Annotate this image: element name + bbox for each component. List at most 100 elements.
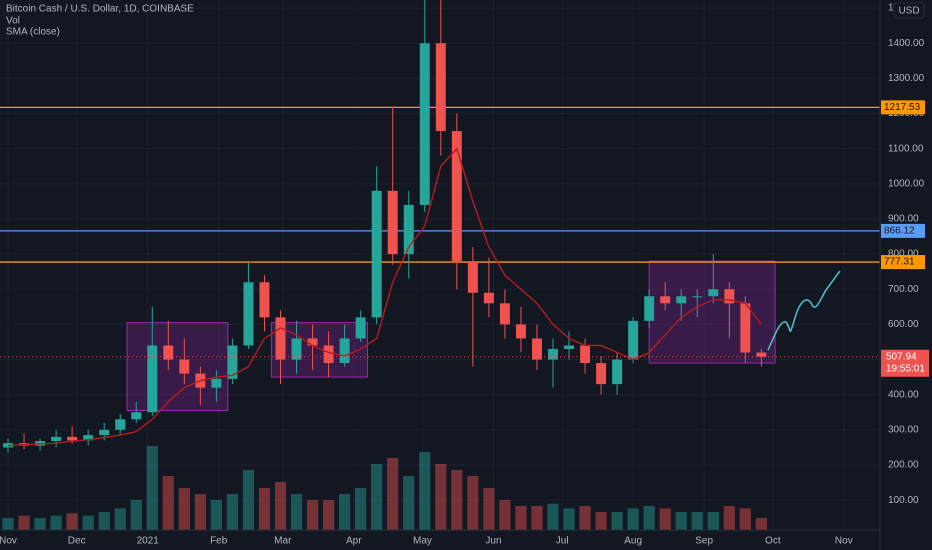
volume-bar <box>178 488 190 530</box>
volume-bar <box>66 513 78 530</box>
x-tick-label: May <box>413 536 432 547</box>
y-tick-label: 900.00 <box>888 214 919 225</box>
y-tick-label: 400.00 <box>888 389 919 400</box>
currency-button-label[interactable]: USD <box>898 6 919 17</box>
candle-body <box>51 436 62 442</box>
y-tick-label: 700.00 <box>888 284 919 295</box>
volume-bar <box>499 500 511 530</box>
volume-bar <box>563 508 575 530</box>
volume-bar <box>339 494 351 530</box>
level-label: 1217.53 <box>884 102 921 113</box>
volume-bar <box>483 488 495 530</box>
candle-body <box>515 324 526 339</box>
currency-button[interactable] <box>893 2 925 19</box>
volume-bar <box>403 476 415 530</box>
volume-bar <box>130 500 142 530</box>
x-tick-label: Oct <box>765 536 781 547</box>
candle-body <box>275 317 286 360</box>
volume-bar <box>419 452 431 530</box>
volume-bar <box>322 500 335 530</box>
y-tick-label: 600.00 <box>888 319 919 330</box>
volume-bar <box>98 512 110 530</box>
candle-body <box>419 43 430 205</box>
candle-body <box>580 345 591 364</box>
level-label-box <box>881 100 925 115</box>
chart-title: Bitcoin Cash / U.S. Dollar, 1D, COINBASE <box>6 4 194 15</box>
volume-bar <box>531 506 543 530</box>
volume-bar <box>755 518 767 530</box>
candle-body <box>612 359 623 385</box>
volume-bar <box>627 508 639 530</box>
candle-body <box>83 435 94 441</box>
y-tick-label: 100.00 <box>888 495 919 506</box>
level-label: 866.12 <box>884 226 915 237</box>
volume-bar <box>643 506 655 530</box>
volume-bar <box>274 482 287 530</box>
candle-body <box>147 345 158 413</box>
volume-bar <box>210 500 223 530</box>
x-tick-label: Aug <box>624 536 642 547</box>
volume-bar <box>34 518 46 530</box>
volume-bar <box>146 446 158 530</box>
volume-bar <box>82 515 94 530</box>
x-tick-label: Jul <box>556 536 569 547</box>
range-box <box>126 322 229 412</box>
indicator-label: SMA (close) <box>6 27 60 38</box>
candle-body <box>467 261 478 293</box>
x-tick-label: Feb <box>210 536 228 547</box>
volume-bar <box>707 512 719 530</box>
indicator-label: Vol <box>6 16 20 27</box>
candle-body <box>660 296 671 304</box>
volume-bar <box>451 470 463 530</box>
volume-bar <box>162 476 174 530</box>
candle-body <box>339 338 350 364</box>
candle-body <box>307 338 318 346</box>
candle-body <box>676 296 687 304</box>
candle-body <box>243 282 254 346</box>
volume-bar <box>387 458 399 530</box>
volume-bar <box>435 464 447 530</box>
candle-body <box>291 338 302 360</box>
candle-body <box>387 190 398 255</box>
volume-bar <box>611 512 623 530</box>
x-tick-label: Apr <box>346 536 362 547</box>
candle-body <box>115 419 126 430</box>
last-price-box <box>881 349 929 377</box>
y-tick-label: 1100.00 <box>888 143 924 154</box>
candle-body <box>724 289 735 304</box>
candle-body <box>548 348 558 360</box>
candle-body <box>227 345 238 379</box>
volume-bar <box>515 506 527 530</box>
y-tick-label: 1000.00 <box>888 178 925 189</box>
level-label: 777.31 <box>884 257 915 268</box>
volume-bar <box>306 500 319 530</box>
countdown-label: 19:55:01 <box>886 363 925 374</box>
volume-bar <box>355 488 367 530</box>
candle-body <box>740 303 751 353</box>
x-tick-label: Nov <box>835 536 853 547</box>
candle-body <box>371 190 382 318</box>
candle-body <box>163 345 174 360</box>
volume-bar <box>290 494 303 530</box>
level-label-box <box>881 223 925 238</box>
volume-bar <box>226 494 239 530</box>
y-tick-label: 1300.00 <box>888 73 925 84</box>
level-label-box <box>881 255 925 270</box>
candle-body <box>483 292 494 304</box>
volume-bar <box>691 512 703 530</box>
volume-bar <box>2 518 14 530</box>
x-tick-label: Sep <box>695 536 713 547</box>
y-tick-label: 200.00 <box>888 460 919 471</box>
volume-bar <box>242 470 255 530</box>
volume-bar <box>659 508 671 530</box>
candle-body <box>532 338 542 360</box>
volume-bar <box>18 515 30 530</box>
candle-body <box>499 303 510 325</box>
y-tick-label: 300.00 <box>888 424 919 435</box>
volume-bar <box>114 508 126 530</box>
volume-bar <box>595 512 607 530</box>
candle-body <box>628 320 639 360</box>
candle-body <box>323 345 334 364</box>
